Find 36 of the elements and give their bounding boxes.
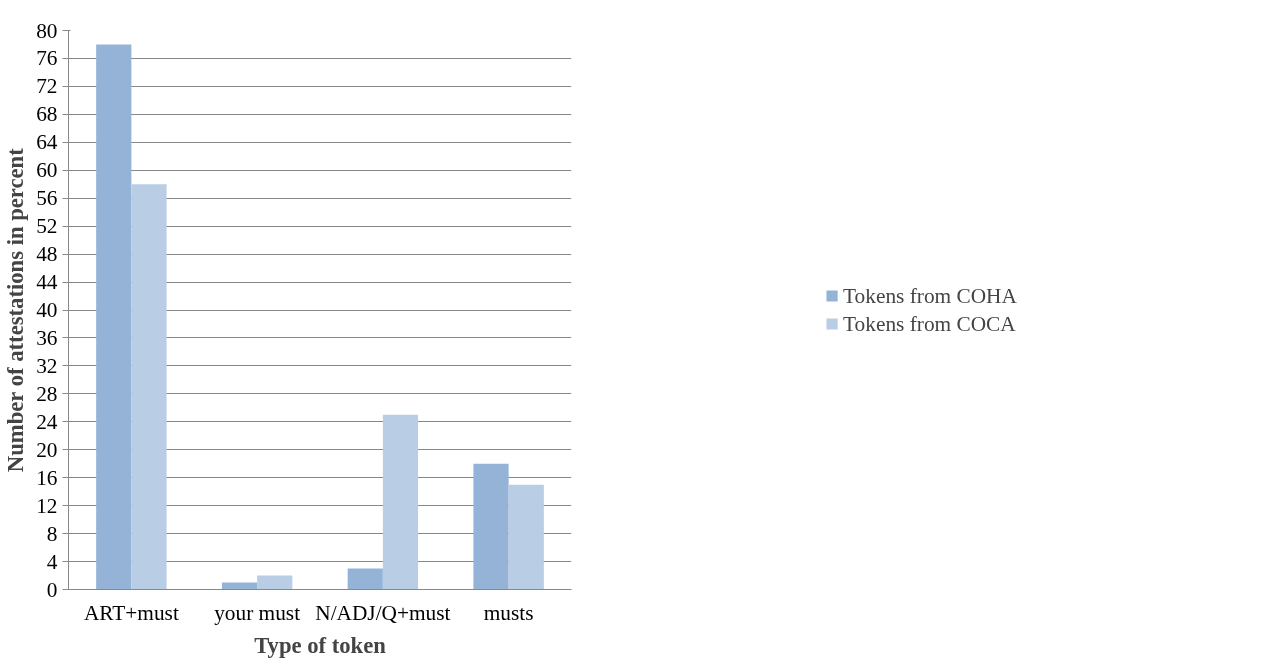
y-tick-label: 36 [36, 325, 58, 350]
bar [131, 184, 167, 590]
y-tick-label: 40 [36, 298, 58, 322]
bar [473, 463, 509, 590]
y-tick-label: 72 [36, 74, 58, 99]
y-tick-label: 8 [46, 521, 58, 546]
y-tick-label: 12 [36, 493, 58, 518]
bar [508, 484, 544, 590]
bar [257, 575, 293, 590]
x-tick-label: ART+must [83, 600, 179, 625]
y-tick-label: 80 [36, 18, 58, 43]
x-axis-title: Type of token [254, 632, 387, 658]
x-tick-label: musts [483, 600, 534, 625]
y-tick-label: 52 [36, 214, 58, 239]
y-tick-label: 16 [36, 465, 58, 490]
legend-label: Tokens from COCA [843, 311, 1016, 336]
y-axis-title: Number of attestations in percent [3, 147, 29, 473]
y-tick-label: 44 [36, 270, 58, 295]
bar [347, 568, 383, 590]
x-tick-label: N/ADJ/Q+must [315, 600, 451, 625]
y-tick-label: 28 [36, 381, 58, 406]
y-tick-label: 64 [36, 130, 58, 155]
y-tick-label: 20 [36, 437, 58, 462]
x-tick-label: your must [214, 600, 301, 625]
y-tick-label: 60 [36, 158, 58, 183]
legend-label: Tokens from COHA [843, 283, 1017, 308]
y-tick-label: 4 [46, 549, 58, 574]
bar [96, 44, 132, 590]
y-tick-label: 48 [36, 242, 58, 267]
y-tick-label: 0 [46, 577, 58, 602]
y-tick-label: 56 [36, 186, 58, 211]
y-tick-label: 76 [36, 46, 58, 71]
y-tick-label: 24 [36, 409, 58, 434]
y-tick-label: 32 [36, 353, 58, 378]
y-tick-label: 68 [36, 102, 58, 127]
bar [382, 414, 419, 590]
